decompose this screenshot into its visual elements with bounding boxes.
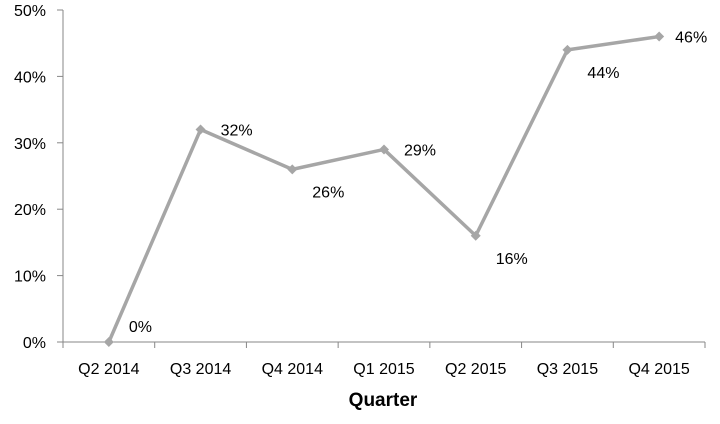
x-tick-label: Q1 2015 [353,361,414,378]
data-label: 0% [129,319,152,336]
y-tick-label: 40% [14,69,46,86]
y-tick-label: 0% [23,335,46,352]
data-label: 29% [404,142,436,159]
y-tick-label: 20% [14,202,46,219]
series-line [107,34,660,343]
x-tick-label: Q3 2014 [170,361,231,378]
y-axis: 0% 10% 20% 30% 40% 50% [14,3,64,352]
data-label: 44% [587,65,619,82]
y-tick-label: 10% [14,269,46,286]
data-label: 32% [221,123,253,140]
data-point-marker [562,44,573,55]
x-tick-label: Q4 2014 [262,361,323,378]
x-axis: Q2 2014 Q3 2014 Q4 2014 Q1 2015 Q2 2015 Q3 20… [62,341,706,378]
data-label: 16% [496,251,528,268]
data-point-marker [103,337,114,347]
x-tick-label: Q3 2015 [537,361,598,378]
y-tick-label: 50% [14,3,46,20]
x-tick-label: Q4 2015 [628,361,689,378]
data-point-marker [195,124,206,135]
data-point-marker [654,31,665,42]
series-group: 0% 32% 26% 29% 16% 44% 46% [103,30,707,347]
data-point-marker [287,164,298,175]
data-label: 46% [675,30,707,47]
x-tick-label: Q2 2014 [78,361,139,378]
x-tick-label: Q2 2015 [445,361,506,378]
x-axis-title: Quarter [349,390,418,411]
data-label: 26% [312,184,344,201]
data-point-marker [379,144,389,155]
data-point-marker [470,230,481,241]
y-tick-label: 30% [14,136,46,153]
